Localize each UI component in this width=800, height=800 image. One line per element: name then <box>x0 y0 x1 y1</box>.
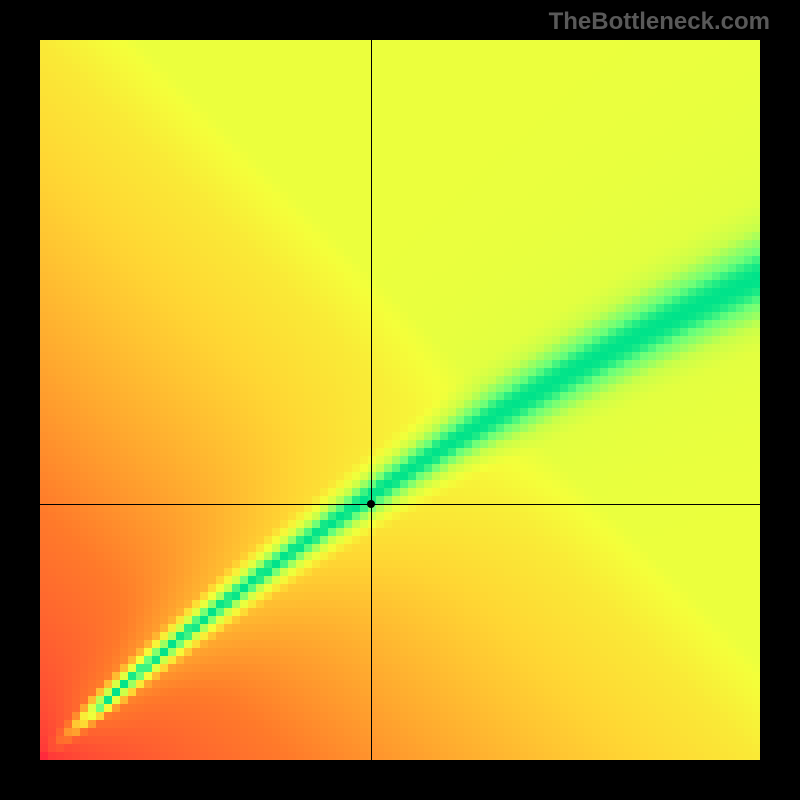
watermark-text: TheBottleneck.com <box>549 8 770 36</box>
crosshair-vertical <box>371 40 372 760</box>
crosshair-dot <box>367 500 375 508</box>
chart-container: TheBottleneck.com <box>0 0 800 800</box>
crosshair-horizontal <box>40 504 760 505</box>
plot-area <box>40 40 760 760</box>
heatmap-canvas <box>40 40 760 760</box>
